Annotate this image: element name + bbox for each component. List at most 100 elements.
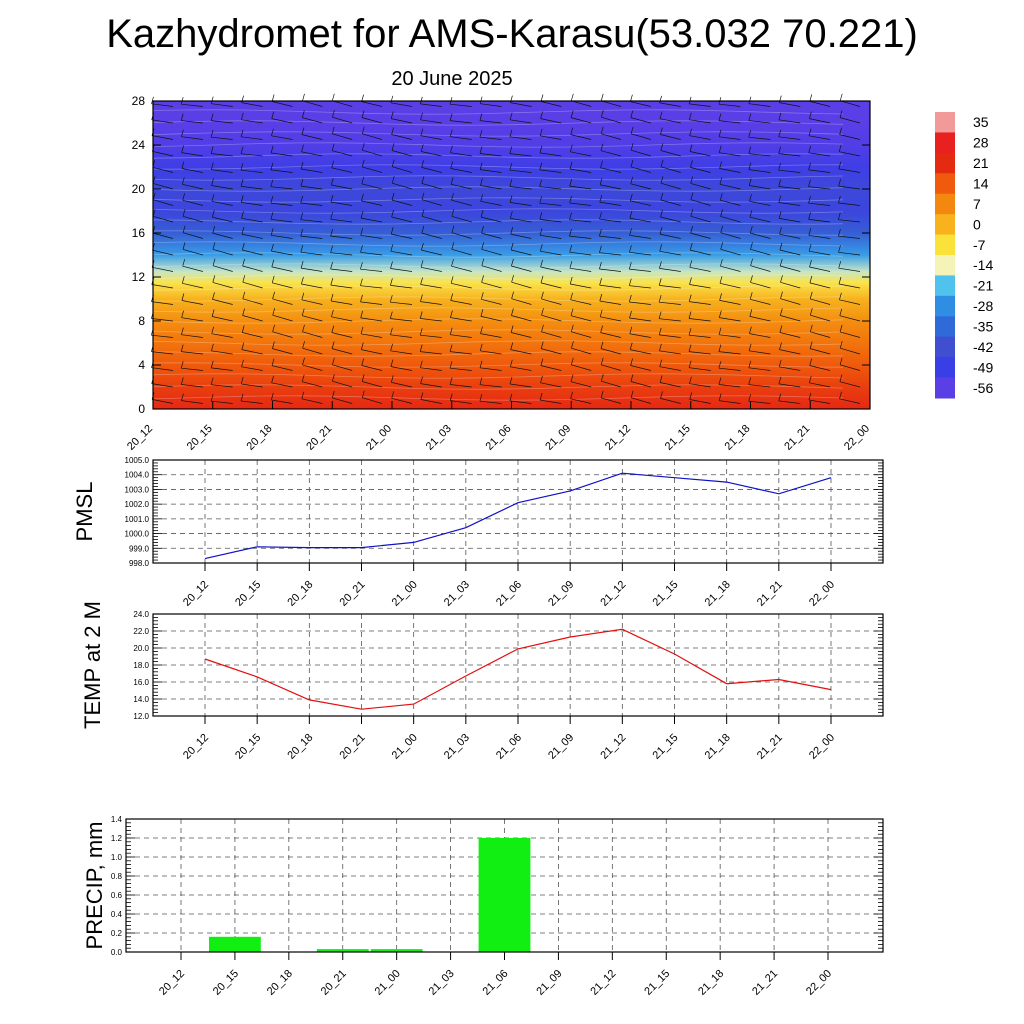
wind-barb (479, 360, 502, 371)
wind-barb (360, 228, 383, 239)
wind-barb (391, 127, 413, 140)
wind-barb (419, 360, 442, 371)
x-tick-label: 21_00 (373, 968, 403, 998)
x-tick-label: 21_00 (364, 423, 394, 453)
wind-barb (451, 225, 472, 239)
wind-barb (808, 212, 831, 223)
contour-line (152, 340, 844, 346)
wind-barb (629, 228, 651, 239)
wind-barb (332, 357, 353, 371)
wind-barb (600, 325, 622, 338)
wind-barb (479, 162, 502, 173)
wind-barb (180, 361, 203, 371)
wind-barb (659, 227, 681, 239)
y-tick-label: 22.0 (133, 627, 149, 636)
wind-barb (718, 327, 741, 338)
wind-barb (808, 128, 831, 140)
wind-barb (390, 343, 413, 355)
wind-barb (748, 377, 771, 388)
wind-barb (181, 276, 203, 289)
wind-barb (808, 196, 831, 206)
wind-barb (599, 177, 622, 190)
wind-barb (390, 359, 413, 371)
y-tick-label: 4 (138, 358, 145, 372)
wind-barb (242, 291, 263, 305)
wind-barb (240, 376, 263, 388)
wind-barb (778, 376, 801, 388)
wind-barb (509, 146, 532, 157)
colorbar-label: -7 (973, 237, 986, 253)
y-tick-label: 0.0 (111, 948, 123, 957)
wind-barb (331, 341, 353, 355)
wind-barb (808, 375, 831, 388)
wind-barb (180, 113, 203, 124)
wind-barb (659, 343, 681, 355)
colorbar-swatch (935, 132, 955, 154)
wind-barb (361, 159, 383, 173)
wind-barb (301, 144, 323, 157)
x-tick-label: 20_18 (245, 423, 275, 453)
x-tick-label: 21_06 (494, 732, 524, 762)
wind-barb (181, 161, 203, 173)
contour-line (152, 219, 844, 225)
wind-barb (389, 311, 413, 322)
wind-barb (628, 278, 651, 289)
wind-barb (481, 226, 502, 239)
wind-barb (240, 146, 263, 157)
wind-barb (450, 276, 472, 289)
colorbar-label: -35 (973, 319, 993, 335)
contour-line (152, 318, 844, 324)
x-tick-label: 21_15 (642, 968, 672, 998)
wind-barb (272, 341, 293, 355)
wind-barb (839, 127, 861, 140)
wind-barb (599, 261, 622, 272)
colorbar-label: -56 (973, 380, 993, 396)
wind-barb (481, 242, 502, 256)
contour-line (152, 109, 844, 115)
wind-barb (361, 390, 383, 404)
y-tick-label: 0 (138, 402, 145, 416)
wind-barb (778, 146, 801, 157)
wind-barb (750, 275, 771, 289)
wind-barb (180, 377, 203, 388)
wind-barb (301, 110, 323, 124)
wind-barb (302, 93, 323, 107)
wind-barb (480, 292, 502, 305)
wind-barb (540, 375, 562, 388)
x-tick-label: 20_18 (265, 968, 295, 998)
y-tick-label: 1.2 (111, 834, 123, 843)
wind-barb (510, 342, 532, 355)
wind-barb (600, 390, 622, 404)
wind-barb (570, 110, 592, 124)
contour-line (152, 285, 844, 291)
wind-barb (688, 112, 711, 124)
wind-barb (360, 278, 383, 289)
wind-barb (332, 374, 353, 388)
wind-barb (629, 245, 651, 256)
wind-barb (481, 275, 502, 289)
x-tick-label: 21_03 (442, 732, 472, 762)
wind-barb (181, 293, 203, 305)
wind-barb (689, 376, 711, 388)
wind-barb (300, 195, 323, 206)
wind-barb (182, 209, 203, 223)
wind-barb (600, 93, 622, 107)
wind-barb (779, 325, 801, 338)
x-tick-label: 20_21 (304, 423, 334, 453)
wind-barb (509, 112, 532, 124)
wind-barb (481, 258, 502, 272)
wind-barb (688, 294, 711, 305)
wind-barb (780, 275, 801, 289)
wind-barb (718, 129, 741, 140)
wind-barb (302, 341, 323, 355)
wind-barb (361, 176, 383, 190)
wind-barb (630, 110, 651, 124)
wind-barb (540, 341, 562, 355)
x-tick-label: 21_12 (603, 423, 633, 453)
wind-barb (151, 96, 174, 107)
wind-barb (748, 343, 771, 355)
wind-barb (211, 194, 233, 206)
wind-barb (212, 226, 233, 239)
wind-barb (331, 325, 353, 338)
wind-barb (211, 343, 233, 355)
